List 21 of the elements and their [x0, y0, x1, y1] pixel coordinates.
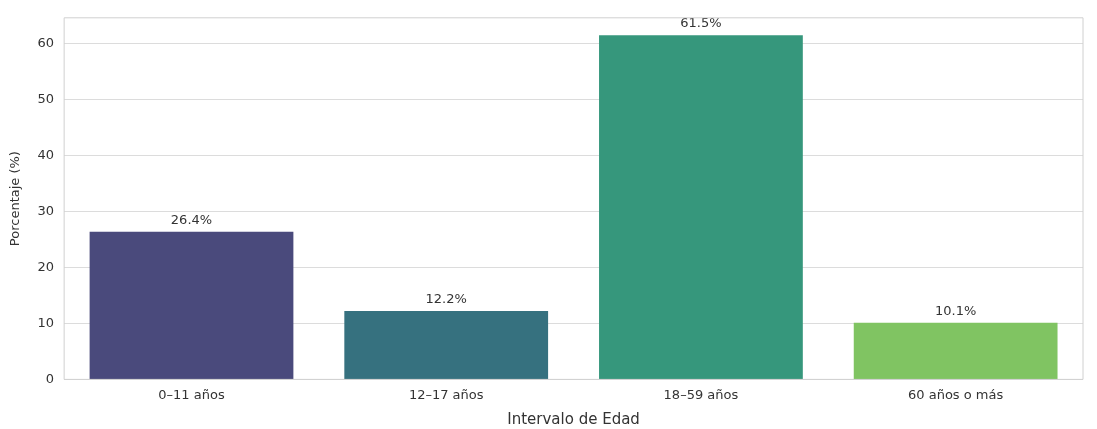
- y-tick-label: 10: [37, 314, 55, 330]
- x-tick-label: 18–59 años: [663, 386, 739, 402]
- data-label: 61.5%: [680, 15, 722, 31]
- y-tick-label: 30: [37, 202, 55, 218]
- y-axis-title: Porcentaje (%): [7, 151, 23, 247]
- data-label: 26.4%: [170, 211, 213, 227]
- x-tick-label: 12–17 años: [408, 386, 484, 402]
- y-tick-label: 40: [37, 146, 55, 162]
- x-axis-title: Intervalo de Edad: [507, 409, 640, 428]
- y-tick-label: 0: [45, 370, 55, 386]
- y-tick-label: 50: [37, 90, 55, 106]
- x-tick-label: 0–11 años: [158, 386, 225, 402]
- y-tick-label: 60: [37, 34, 55, 50]
- y-tick-label: 20: [37, 258, 55, 274]
- bar: [853, 322, 1058, 379]
- bar: [344, 311, 549, 379]
- bar: [89, 231, 294, 379]
- bar: [599, 35, 803, 379]
- data-label: 12.2%: [425, 290, 467, 306]
- x-tick-label: 60 años o más: [908, 386, 1004, 402]
- data-label: 10.1%: [934, 302, 977, 318]
